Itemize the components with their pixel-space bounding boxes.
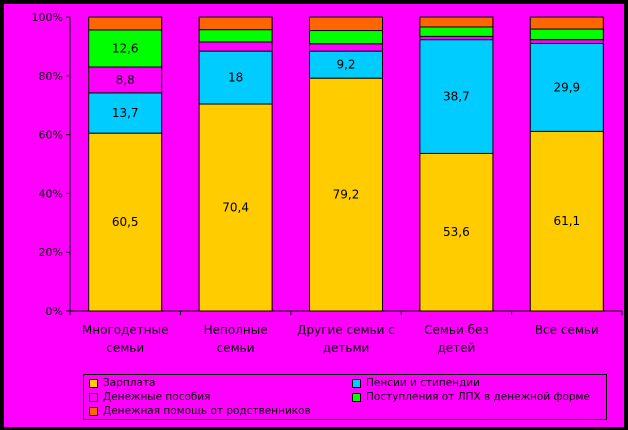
legend-item-lph: Поступления от ЛПХ в денежной форме <box>352 390 590 404</box>
category-label: семьи <box>106 341 144 355</box>
bar-segment <box>309 77 383 312</box>
y-tick-label: 0% <box>46 305 63 318</box>
y-tick-label: 60% <box>39 129 63 142</box>
legend: Зарплата Пенсии и стипендии Денежные пос… <box>83 374 607 420</box>
bar-segment <box>309 43 383 52</box>
bar-segment <box>419 152 494 312</box>
bar-segment <box>88 132 163 312</box>
legend-item-pensions: Пенсии и стипендии <box>352 376 480 390</box>
data-label: 38,7 <box>443 90 470 104</box>
legend-label: Денежная помощь от родственников <box>103 405 311 417</box>
category-label: детей <box>437 341 475 355</box>
bar-segment <box>529 16 604 30</box>
y-tick-label: 20% <box>39 246 63 259</box>
legend-label: Пенсии и стипендии <box>366 377 480 389</box>
bar-segment <box>529 130 604 312</box>
bar-segment <box>309 30 383 45</box>
bar-segment <box>88 16 163 31</box>
legend-label: Денежные пособия <box>103 391 211 403</box>
data-label: 61,1 <box>553 214 580 228</box>
bar-segment <box>198 41 273 52</box>
legend-swatch <box>352 392 361 402</box>
category-label: Все семьи <box>535 323 599 337</box>
legend-swatch <box>89 406 98 416</box>
data-label: 79,2 <box>333 188 360 202</box>
data-label: 29,9 <box>553 80 580 94</box>
bar-segment <box>198 16 273 31</box>
y-tick-label: 100% <box>32 11 63 24</box>
bar-segment <box>419 26 494 37</box>
bar-segment <box>198 50 273 105</box>
y-tick-label: 80% <box>39 70 63 83</box>
category-label: Семьи без <box>424 323 489 337</box>
data-label: 9,2 <box>336 58 355 72</box>
bar-segment <box>88 92 163 134</box>
legend-swatch <box>89 378 98 388</box>
bar-segment <box>198 103 273 312</box>
category-label: Многодетные <box>82 323 169 337</box>
bar-segment <box>529 42 604 132</box>
bar-segment <box>309 16 383 32</box>
data-label: 70,4 <box>222 201 249 215</box>
data-label: 13,7 <box>112 106 139 120</box>
legend-label: Зарплата <box>103 377 156 389</box>
bar-segment <box>419 39 494 154</box>
legend-swatch <box>89 392 98 402</box>
data-label: 60,5 <box>112 215 139 229</box>
data-label: 18 <box>228 71 243 85</box>
bar-segment <box>529 28 604 41</box>
category-label: Другие семьи с <box>297 323 395 337</box>
legend-item-benefits: Денежные пособия <box>89 390 211 404</box>
legend-item-relatives: Денежная помощь от родственников <box>89 404 311 418</box>
data-label: 53,6 <box>443 225 470 239</box>
bar-segment <box>309 50 383 79</box>
bar-segment <box>419 16 494 28</box>
category-label: детьми <box>323 341 370 355</box>
data-label: 8,8 <box>116 73 135 87</box>
legend-label: Поступления от ЛПХ в денежной форме <box>366 391 590 403</box>
category-label: семьи <box>217 341 255 355</box>
category-label: Неполные <box>204 323 268 337</box>
bar-segment <box>88 29 163 68</box>
data-label: 12,6 <box>112 41 139 55</box>
legend-swatch <box>352 378 361 388</box>
legend-item-salary: Зарплата <box>89 376 155 390</box>
bar-segment <box>529 39 604 44</box>
y-tick-label: 40% <box>39 187 63 200</box>
bar-segment <box>88 66 163 94</box>
bar-segment <box>198 29 273 43</box>
